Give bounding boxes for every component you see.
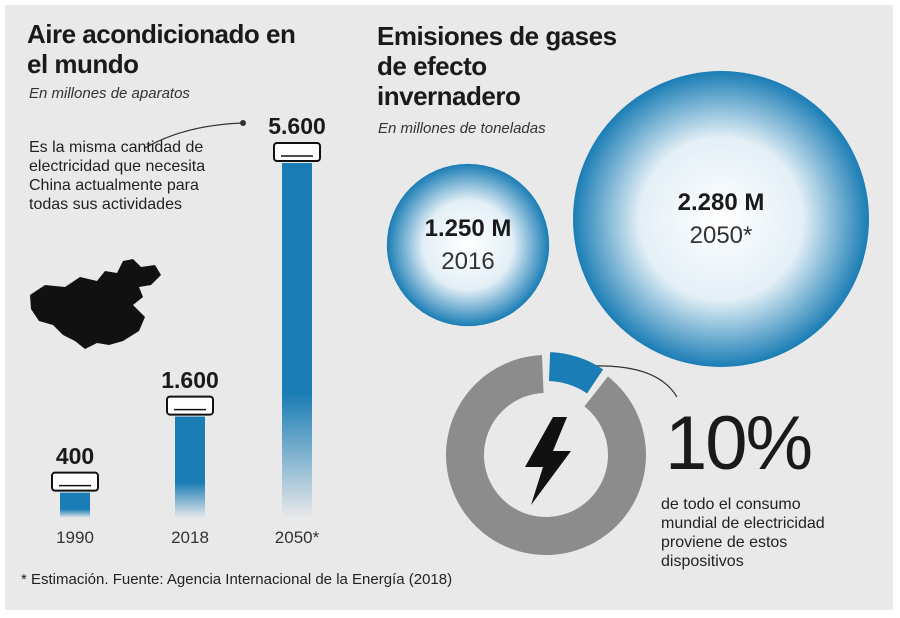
- bar-annotation: Es la misma cantidad de electricidad que…: [29, 139, 206, 213]
- donut-text: de todo el consumo mundial de electricid…: [661, 496, 825, 570]
- bar-title: Aire acondicionado en el mundo: [27, 19, 296, 79]
- ac-icon: [273, 142, 321, 162]
- lightning-icon: [525, 417, 571, 505]
- bubble-title: Emisiones de gases de efecto invernadero: [377, 21, 617, 111]
- bar: [60, 492, 90, 518]
- infographic: Aire acondicionado en el mundo En millon…: [5, 5, 893, 610]
- annotation-line: [144, 122, 244, 149]
- bar: [175, 416, 205, 518]
- footnote: * Estimación. Fuente: Agencia Internacio…: [21, 571, 453, 588]
- bar-value-label: 400: [55, 442, 95, 469]
- bar-value-label: 1.600: [161, 366, 219, 393]
- bar-value-label: 5.600: [268, 113, 326, 139]
- donut-value-label: 10%: [665, 401, 813, 486]
- annotation-dot: [240, 120, 246, 126]
- bubble: [573, 71, 869, 367]
- donut-rest: [446, 355, 646, 555]
- bubble-value-label: 1.250 M: [424, 215, 512, 242]
- ac-icon: [166, 395, 214, 416]
- bubble: [386, 163, 550, 327]
- bar: [282, 163, 312, 518]
- bubble-category-label: 2050*: [689, 222, 753, 249]
- ac-icon: [51, 471, 99, 492]
- x-tick-label: 1990: [56, 528, 94, 547]
- donut-segment: [548, 352, 604, 394]
- bubble-subtitle: En millones de toneladas: [378, 120, 546, 137]
- china-map: [30, 259, 161, 349]
- x-tick-label: 2050*: [274, 528, 320, 547]
- chart: [30, 71, 869, 555]
- bar-subtitle: En millones de aparatos: [29, 85, 190, 102]
- x-tick-label: 2018: [171, 528, 209, 547]
- bubble-category-label: 2016: [441, 248, 495, 275]
- bubble-value-label: 2.280 M: [677, 189, 765, 216]
